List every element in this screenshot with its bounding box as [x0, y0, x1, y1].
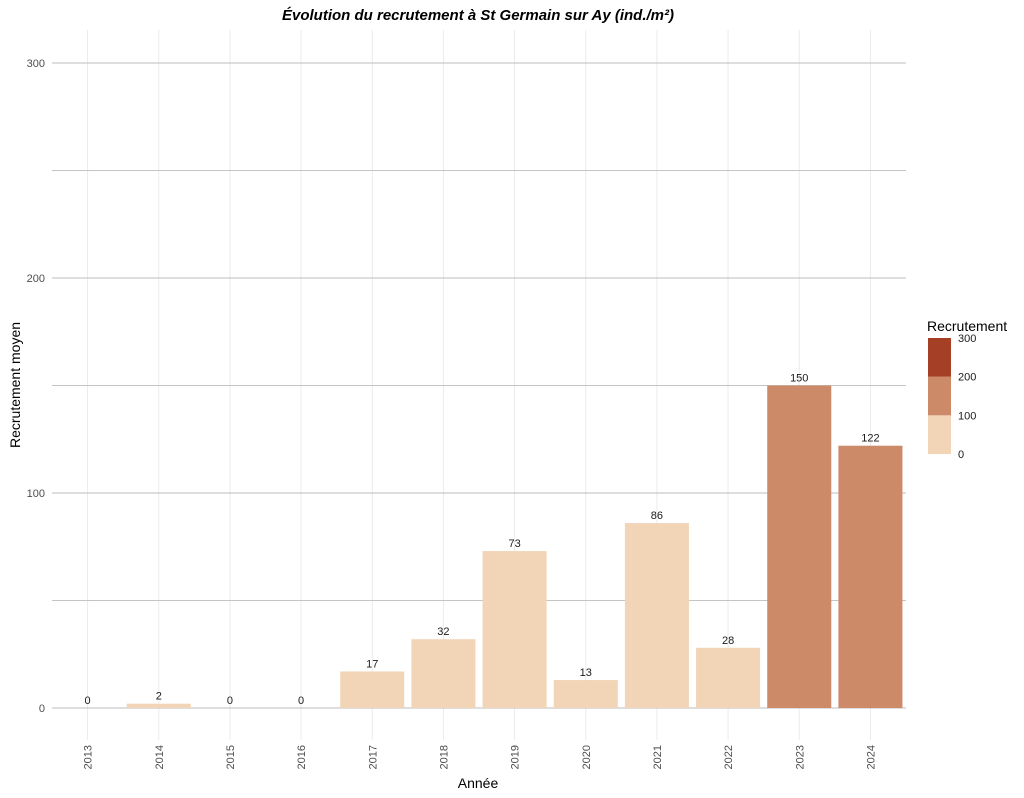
x-axis-title: Année	[458, 775, 499, 791]
data-label: 86	[651, 510, 663, 522]
data-label: 73	[508, 538, 520, 550]
bar	[126, 703, 191, 708]
x-axis-ticks: 2013 2014 2015 2016 2017 2018 2019 2020 2021 2022…	[83, 745, 878, 769]
bar	[624, 523, 689, 708]
x-tick-label: 2015	[225, 745, 237, 769]
data-label: 0	[298, 695, 304, 707]
bar	[696, 647, 761, 708]
legend-title: Recrutement	[927, 318, 1007, 334]
data-label: 122	[861, 433, 879, 445]
data-label: 28	[722, 635, 734, 647]
y-tick-label: 200	[27, 273, 45, 285]
x-tick-label: 2014	[154, 745, 166, 769]
data-label: 13	[580, 667, 592, 679]
data-label: 0	[85, 695, 91, 707]
x-tick-label: 2017	[367, 745, 379, 769]
chart-title: Évolution du recrutement à St Germain su…	[282, 7, 674, 24]
x-tick-label: 2019	[510, 745, 522, 769]
y-axis-ticks: 0 100 200 300	[27, 58, 45, 715]
data-labels: 0 2 0 0 17 32 73 13 86 28 150 122	[85, 373, 880, 708]
x-tick-label: 2016	[296, 745, 308, 769]
legend-label: 0	[958, 449, 964, 461]
x-tick-label: 2013	[83, 745, 95, 769]
legend-label: 200	[958, 372, 976, 384]
y-tick-label: 0	[39, 703, 45, 715]
legend-label: 100	[958, 410, 976, 422]
legend-color-swatch	[928, 338, 951, 377]
legend-color-swatch	[928, 376, 951, 416]
bar	[838, 445, 903, 708]
bars	[126, 385, 903, 708]
x-tick-label: 2022	[723, 745, 735, 769]
bar	[340, 671, 405, 708]
bar	[411, 639, 476, 708]
y-tick-label: 300	[27, 58, 45, 70]
legend-labels: 300 200 100 0	[958, 333, 976, 461]
gridlines	[52, 30, 906, 740]
y-tick-label: 100	[27, 488, 45, 500]
bar	[767, 385, 832, 708]
x-tick-label: 2021	[652, 745, 664, 769]
x-tick-label: 2024	[865, 745, 877, 769]
bar	[553, 680, 618, 708]
legend-label: 300	[958, 333, 976, 345]
legend-colorbar	[928, 338, 951, 454]
data-label: 32	[437, 626, 449, 638]
legend-color-swatch	[928, 415, 951, 454]
bar	[482, 551, 547, 708]
x-tick-label: 2020	[581, 745, 593, 769]
data-label: 0	[227, 695, 233, 707]
legend: Recrutement 300 200 100 0	[927, 318, 1007, 461]
data-label: 150	[790, 373, 808, 385]
data-label: 17	[366, 658, 378, 670]
data-label: 2	[156, 691, 162, 703]
x-tick-label: 2023	[794, 745, 806, 769]
y-axis-title: Recrutement moyen	[7, 322, 23, 448]
x-tick-label: 2018	[438, 745, 450, 769]
